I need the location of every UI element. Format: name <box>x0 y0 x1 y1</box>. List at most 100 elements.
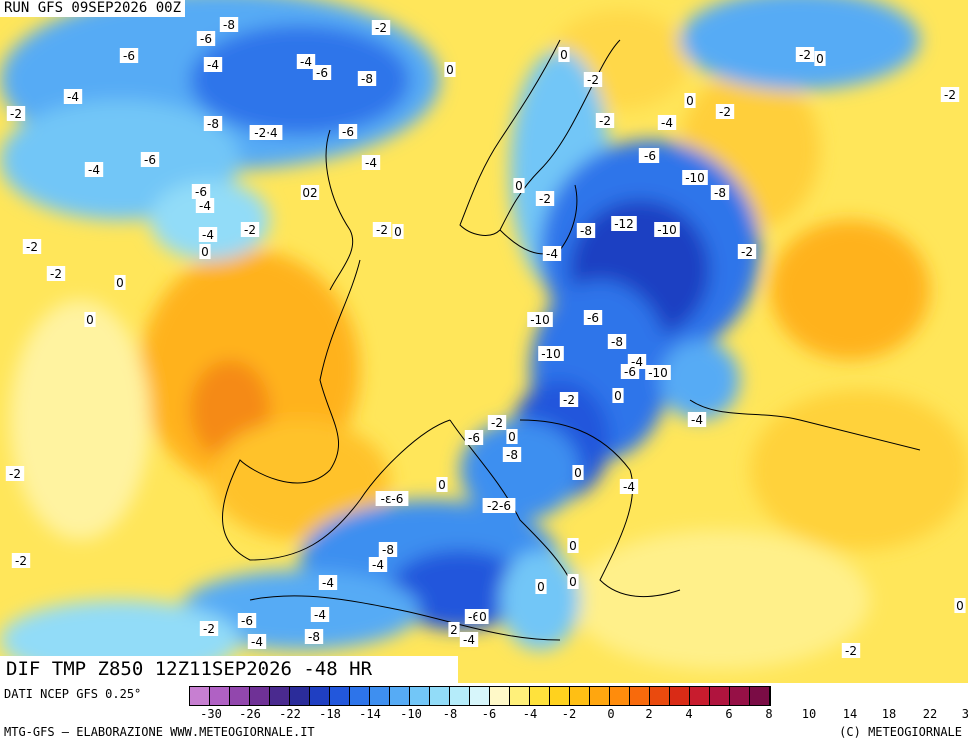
contour-label-text: -4 <box>661 116 673 130</box>
contour-label: 0 <box>477 609 489 624</box>
scale-tick-label: 14 <box>842 707 858 721</box>
scale-swatch <box>330 687 350 705</box>
scale-tick-label: -14 <box>359 707 381 721</box>
contour-label-text: -4 <box>623 480 635 494</box>
contour-label: -2 <box>795 47 815 62</box>
contour-label-text: -6 <box>241 614 253 628</box>
contour-label: 0 <box>84 312 96 327</box>
scale-swatch <box>530 687 550 705</box>
contour-label: -2 <box>6 106 26 121</box>
contour-label: -4 <box>310 607 330 622</box>
contour-label: -10 <box>645 365 671 380</box>
contour-label-text: -2 <box>375 21 387 35</box>
contour-label-text: -2 <box>376 223 388 237</box>
temperature-anomaly-map: -8-6-6-4 -4-6 -8-4-2-8-2·4 -6-6 -4-4-6-402-2… <box>0 0 968 683</box>
contour-label-text: 0 <box>956 599 964 613</box>
contour-label-text: 02 <box>302 186 317 200</box>
contour-label: 0 <box>567 538 579 553</box>
scale-tick-label: 0 <box>607 707 615 721</box>
scale-swatch <box>250 687 270 705</box>
contour-label: -4 <box>318 575 338 590</box>
contour-label: -2 <box>487 415 507 430</box>
contour-label: -4 <box>619 479 639 494</box>
contour-label-text: -6 <box>342 125 354 139</box>
contour-label: -6 <box>237 613 257 628</box>
contour-label: -2 <box>46 266 66 281</box>
scale-tick-label: -30 <box>200 707 222 721</box>
contour-label: -4 <box>459 632 479 647</box>
contour-label: -4 <box>247 634 267 649</box>
contour-label: -4 <box>296 54 316 69</box>
contour-label: -2 <box>199 621 219 636</box>
contour-label: 0 <box>814 51 826 66</box>
contour-label-text: -4 <box>202 228 214 242</box>
scale-tick-label: 10 <box>801 707 817 721</box>
contour-label-text: -2 <box>741 245 753 259</box>
contour-label-text: -6 <box>316 66 328 80</box>
contour-label: -6 <box>583 310 603 325</box>
contour-label: -8 <box>576 223 596 238</box>
contour-label: -2 <box>715 104 735 119</box>
contour-label-text: -2 <box>10 107 22 121</box>
contour-label-text: -6 <box>644 149 656 163</box>
scale-swatch <box>590 687 610 705</box>
scale-tick-label: -2 <box>561 707 577 721</box>
contour-label-text: -2 <box>203 622 215 636</box>
contour-label: -6 <box>119 48 139 63</box>
contour-label: -6 <box>640 148 660 163</box>
contour-label-text: 0 <box>508 430 516 444</box>
credit-text: MTG-GFS – ELABORAZIONE WWW.METEOGIORNALE… <box>4 725 315 739</box>
contour-label-text: -2 <box>491 416 503 430</box>
contour-label: 0 <box>954 598 966 613</box>
contour-label: -2 <box>535 191 555 206</box>
contour-label: -6 <box>196 31 216 46</box>
contour-label: -2-6 <box>482 498 516 513</box>
contour-label: -10 <box>527 312 553 327</box>
contour-label: -8 <box>710 185 730 200</box>
contour-label: -8 <box>502 447 522 462</box>
scale-tick-label: -26 <box>239 707 261 721</box>
contour-label-text: 0 <box>394 225 402 239</box>
contour-label-text: -8 <box>611 335 623 349</box>
scale-tick-label: -4 <box>522 707 538 721</box>
contour-label: -8 <box>219 17 239 32</box>
scale-swatch <box>350 687 370 705</box>
contour-label-text: -2 <box>9 467 21 481</box>
contour-label-text: -2 <box>587 73 599 87</box>
contour-label-text: 0 <box>569 539 577 553</box>
contour-label: -8 <box>607 334 627 349</box>
contour-label: 0 <box>684 93 696 108</box>
data-source: DATI NCEP GFS 0.25° <box>4 687 142 701</box>
contour-label-text: -8 <box>361 72 373 86</box>
contour-label: -2 <box>240 222 260 237</box>
scale-swatch <box>650 687 670 705</box>
contour-label-text: -2·4 <box>254 126 277 140</box>
scale-tick-label: -6 <box>481 707 497 721</box>
contour-label: -4 <box>687 412 707 427</box>
contour-label-text: -4 <box>631 355 643 369</box>
contour-label-text: 0 <box>515 179 523 193</box>
scale-swatch <box>510 687 530 705</box>
contour-label: 2 <box>448 622 460 637</box>
contour-label: -4 <box>198 227 218 242</box>
contour-label-text: -2 <box>599 114 611 128</box>
scale-swatch <box>410 687 430 705</box>
contour-label-text: -4 <box>322 576 334 590</box>
contour-label-text: -8 <box>207 117 219 131</box>
contour-label: -10 <box>538 346 564 361</box>
contour-label-text: -2 <box>845 644 857 658</box>
scale-swatch <box>490 687 510 705</box>
scale-swatch <box>670 687 690 705</box>
contour-label-text: -8 <box>308 630 320 644</box>
contour-label: -6 <box>620 364 640 379</box>
contour-label: -2 <box>940 87 960 102</box>
color-scale <box>189 686 771 706</box>
contour-label: -2 <box>22 239 42 254</box>
contour-label-text: -4 <box>300 55 312 69</box>
contour-label-text: -10 <box>685 171 705 185</box>
contour-label: -4 <box>63 89 83 104</box>
contour-label: 0 <box>572 465 584 480</box>
contour-label: 02 <box>300 185 320 200</box>
contour-label: -2 <box>5 466 25 481</box>
scale-swatch <box>290 687 310 705</box>
